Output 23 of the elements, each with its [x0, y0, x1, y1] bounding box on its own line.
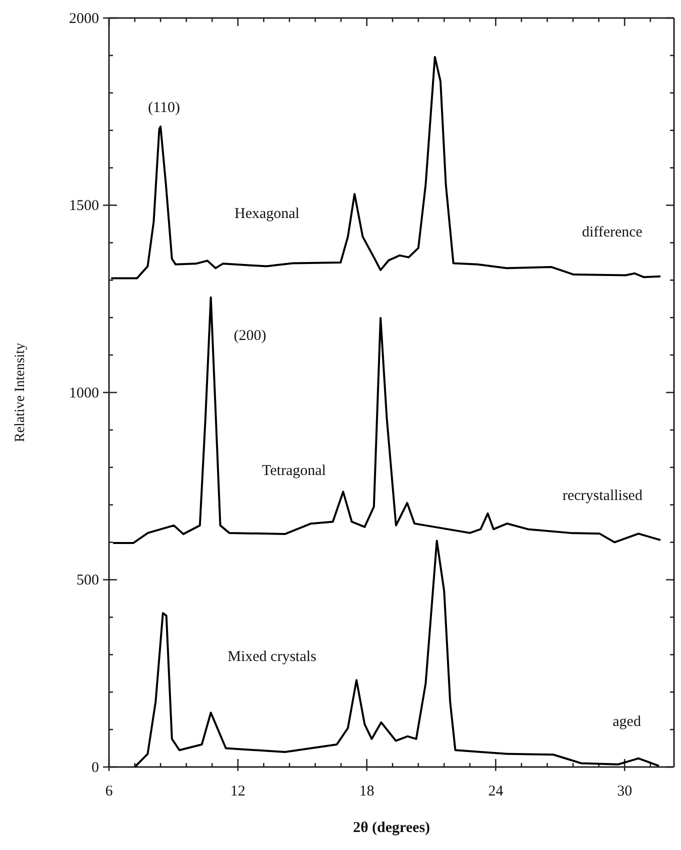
x-tick-label: 30: [617, 784, 632, 800]
y-tick-label: 1000: [69, 385, 99, 402]
x-axis-title: 2θ (degrees): [352, 820, 430, 836]
y-tick-label: 500: [76, 572, 99, 589]
y-tick-label: 1500: [69, 198, 99, 214]
series-label: recrystallised: [562, 488, 643, 504]
y-axis-title: Relative Intensity: [13, 342, 28, 442]
x-tick-label: 24: [488, 784, 504, 800]
annotation: (110): [148, 100, 180, 116]
y-tick-label: 0: [92, 760, 99, 776]
annotation: Tetragonal: [262, 463, 326, 479]
line-series: [110, 56, 662, 280]
x-tick-label: 12: [230, 784, 246, 800]
annotation: Hexagonal: [234, 206, 300, 222]
x-tick-label: 6: [105, 784, 114, 800]
line-series: [134, 540, 660, 768]
y-tick-label: 2000: [69, 10, 99, 27]
x-tick-label: 18: [359, 784, 374, 800]
series-label: aged: [612, 714, 642, 730]
annotation: (200): [234, 328, 266, 344]
annotation: Mixed crystals: [228, 649, 317, 665]
text: difference: [582, 224, 643, 240]
line-series: [112, 296, 662, 544]
